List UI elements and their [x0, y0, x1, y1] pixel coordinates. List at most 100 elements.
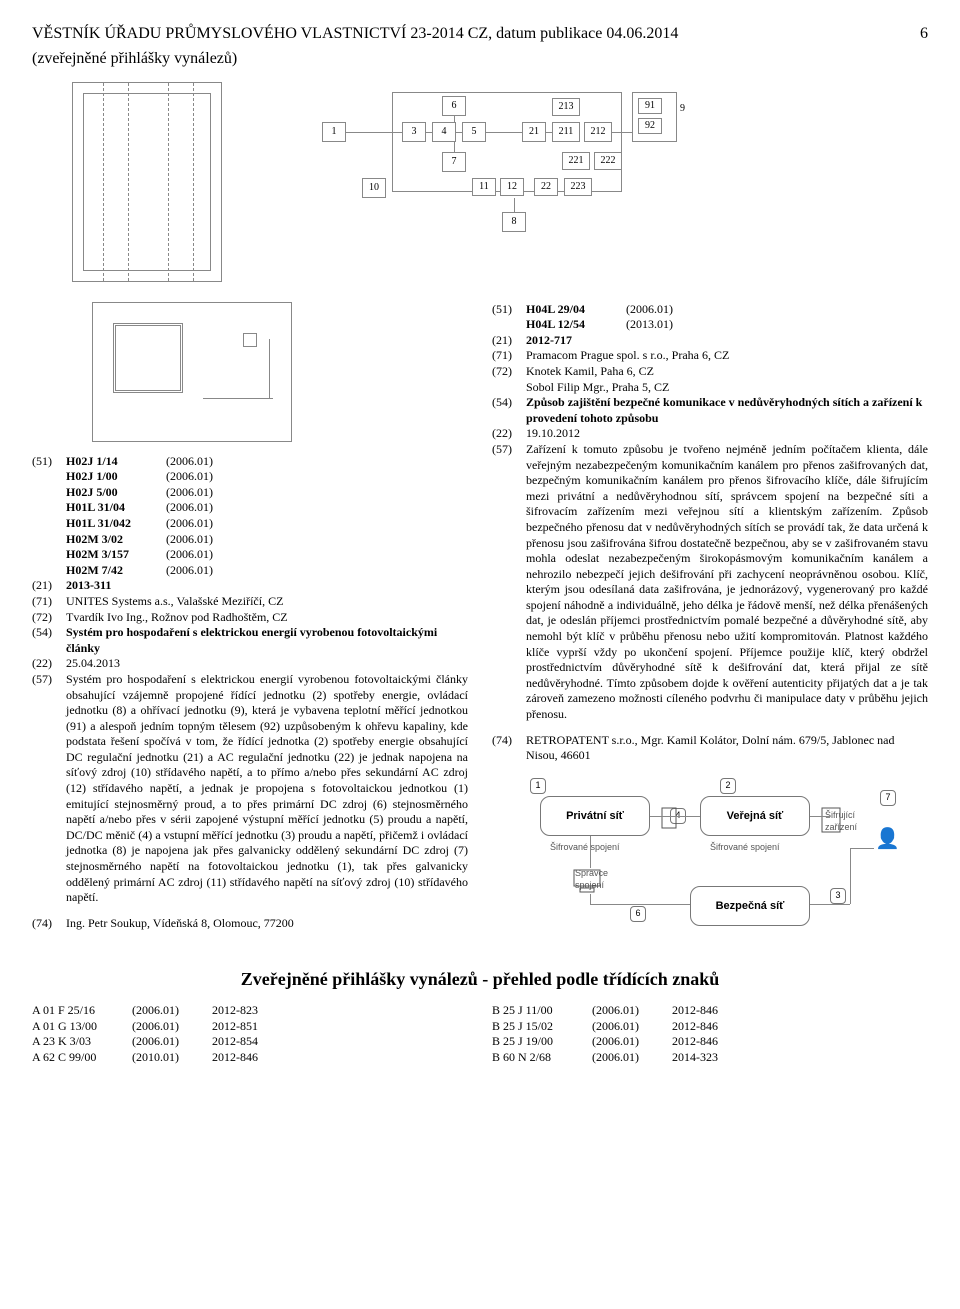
person-icon: 👤 [875, 826, 900, 852]
field-72-tag: (72) [32, 610, 66, 626]
filing-date: 19.10.2012 [526, 426, 580, 442]
classification-code: H02J 1/00 [66, 469, 166, 485]
field-22-tag: (22) [32, 656, 66, 672]
field-57-tag: (57) [32, 672, 66, 906]
figure-3 [92, 302, 292, 442]
application-number: 2012-717 [526, 333, 572, 349]
field-54-tag: (54) [32, 625, 66, 656]
header: VĚSTNÍK ÚŘADU PRŮMYSLOVÉHO VLASTNICTVÍ 2… [32, 24, 928, 45]
classification-year: (2006.01) [166, 500, 236, 516]
abstract: Systém pro hospodaření s elektrickou ene… [66, 672, 468, 906]
right-column: (51) H04L 29/04(2006.01) H04L 12/54(2013… [492, 302, 928, 936]
classification-code: H01L 31/042 [66, 516, 166, 532]
table-row: B 60 N 2/68(2006.01)2014-323 [492, 1050, 928, 1066]
classification-year: (2006.01) [166, 516, 236, 532]
public-network-label: Veřejná síť [700, 796, 810, 836]
classification-code: H02M 3/02 [66, 532, 166, 548]
table-row: B 25 J 19/00(2006.01)2012-846 [492, 1034, 928, 1050]
field-72-tag: (72) [492, 364, 526, 395]
classification-code: H01L 31/04 [66, 500, 166, 516]
table-row: B 25 J 11/00(2006.01)2012-846 [492, 1003, 928, 1019]
page-number: 6 [920, 24, 928, 45]
section-title: Zveřejněné přihlášky vynálezů - přehled … [32, 968, 928, 991]
application-number: 2013-311 [66, 578, 111, 594]
classification-code: H02M 3/157 [66, 547, 166, 563]
diagram-box: 11 [472, 178, 496, 196]
table-row: A 01 G 13/00(2006.01)2012-851 [32, 1019, 468, 1035]
diagram-box: 8 [502, 212, 526, 232]
diagram-box: 12 [500, 178, 524, 196]
right-entry: (51) H04L 29/04(2006.01) H04L 12/54(2013… [492, 302, 928, 764]
diagram-box: 9 [680, 102, 685, 115]
left-entry: (51) H02J 1/14(2006.01) H02J 1/00(2006.0… [32, 454, 468, 932]
diagram-box: 91 [638, 98, 662, 114]
filing-date: 25.04.2013 [66, 656, 120, 672]
device-icon [820, 806, 842, 834]
diagram-box: 6 [442, 96, 466, 116]
classification-code: H02M 7/42 [66, 563, 166, 579]
attorney: Ing. Petr Soukup, Vídeňská 8, Olomouc, 7… [66, 916, 294, 932]
figure-2-block-diagram: 1 3 4 5 6 7 8 10 11 12 21 22 91 92 211 2… [302, 82, 682, 282]
overview-table: A 01 F 25/16(2006.01)2012-823 A 01 G 13/… [32, 1003, 928, 1065]
classification-code: H04L 29/04 [526, 302, 626, 318]
table-row: A 23 K 3/03(2006.01)2012-854 [32, 1034, 468, 1050]
field-54-tag: (54) [492, 395, 526, 426]
classification-year: (2006.01) [626, 302, 696, 318]
classification-year: (2006.01) [166, 563, 236, 579]
field-22-tag: (22) [492, 426, 526, 442]
applicant: UNITES Systems a.s., Valašské Meziříčí, … [66, 594, 283, 610]
computer-icon [570, 868, 604, 896]
diagram-box: 7 [442, 152, 466, 172]
left-column: (51) H02J 1/14(2006.01) H02J 1/00(2006.0… [32, 302, 468, 936]
field-74-tag: (74) [492, 733, 526, 764]
classification-year: (2006.01) [166, 469, 236, 485]
field-21-tag: (21) [492, 333, 526, 349]
table-row: B 25 J 15/02(2006.01)2012-846 [492, 1019, 928, 1035]
header-title: VĚSTNÍK ÚŘADU PRŮMYSLOVÉHO VLASTNICTVÍ 2… [32, 24, 678, 45]
diagram-box: 10 [362, 178, 386, 198]
classification-code: H04L 12/54 [526, 317, 626, 333]
classification-year: (2006.01) [166, 485, 236, 501]
overview-left: A 01 F 25/16(2006.01)2012-823 A 01 G 13/… [32, 1003, 468, 1065]
abstract: Zařízení k tomuto způsobu je tvořeno nej… [526, 442, 928, 723]
figure-4-network-diagram: 1 2 7 4 5 3 6 Privátní síť Veřejná síť B… [520, 776, 900, 936]
field-71-tag: (71) [32, 594, 66, 610]
private-network-label: Privátní síť [540, 796, 650, 836]
diagram-box: 3 [402, 122, 426, 142]
classification-year: (2006.01) [166, 547, 236, 563]
diagram-box: 4 [432, 122, 456, 142]
figure-1 [72, 82, 222, 282]
field-51-tag: (51) [492, 302, 526, 318]
invention-title: Systém pro hospodaření s elektrickou ene… [66, 625, 468, 656]
field-21-tag: (21) [32, 578, 66, 594]
table-row: A 62 C 99/00(2010.01)2012-846 [32, 1050, 468, 1066]
diagram-box: 223 [564, 178, 592, 196]
diagram-box: 212 [584, 122, 612, 142]
field-74-tag: (74) [32, 916, 66, 932]
diagram-box: 222 [594, 152, 622, 170]
field-51-tag: (51) [32, 454, 66, 470]
attorney: RETROPATENT s.r.o., Mgr. Kamil Kolátor, … [526, 733, 928, 764]
diagram-box: 5 [462, 122, 486, 142]
field-57-tag: (57) [492, 442, 526, 723]
diagram-box: 21 [522, 122, 546, 142]
entries: (51) H02J 1/14(2006.01) H02J 1/00(2006.0… [32, 302, 928, 936]
device-icon [660, 806, 678, 830]
diagram-box: 1 [322, 122, 346, 142]
diagram-box: 22 [534, 178, 558, 196]
diagram-box: 211 [552, 122, 580, 142]
encrypted-conn-label: Šifrované spojení [710, 842, 780, 854]
top-figures: 1 3 4 5 6 7 8 10 11 12 21 22 91 92 211 2… [72, 82, 928, 282]
invention-title: Způsob zajištění bezpečné komunikace v n… [526, 395, 928, 426]
diagram-box: 92 [638, 118, 662, 134]
encrypted-conn-label: Šifrované spojení [550, 842, 620, 854]
classification-code: H02J 5/00 [66, 485, 166, 501]
diagram-box: 213 [552, 98, 580, 116]
applicant: Pramacom Prague spol. s r.o., Praha 6, C… [526, 348, 729, 364]
diagram-box: 221 [562, 152, 590, 170]
table-row: A 01 F 25/16(2006.01)2012-823 [32, 1003, 468, 1019]
inventor: Tvardík Ivo Ing., Rožnov pod Radhoštěm, … [66, 610, 288, 626]
classification-code: H02J 1/14 [66, 454, 166, 470]
secure-network-label: Bezpečná síť [690, 886, 810, 926]
classification-year: (2006.01) [166, 532, 236, 548]
